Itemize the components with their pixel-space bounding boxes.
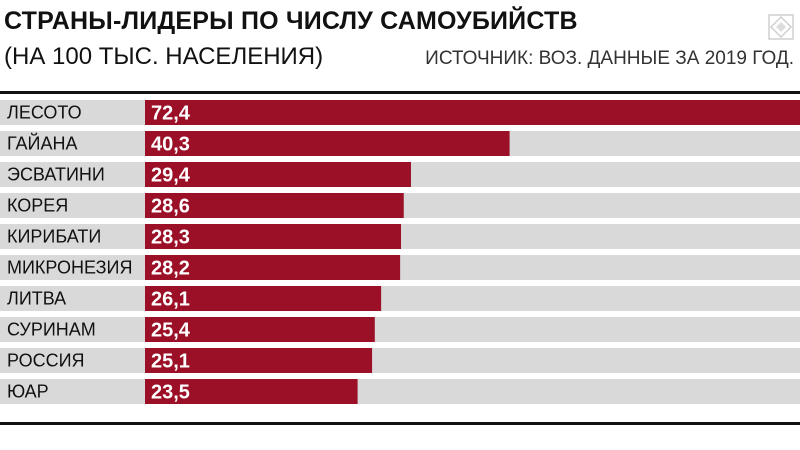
chart-subtitle: (НА 100 ТЫС. НАСЕЛЕНИЯ) bbox=[4, 43, 324, 70]
category-label: МИКРОНЕЗИЯ bbox=[7, 258, 132, 278]
bar bbox=[145, 286, 382, 311]
category-label: СУРИНАМ bbox=[7, 320, 96, 340]
value-label: 28,6 bbox=[151, 196, 190, 218]
value-label: 25,1 bbox=[151, 351, 190, 373]
category-label: РОССИЯ bbox=[7, 351, 85, 371]
value-label: 23,5 bbox=[151, 382, 190, 404]
value-label: 26,1 bbox=[151, 289, 190, 311]
bar-track bbox=[0, 317, 800, 342]
bottom-rule bbox=[0, 422, 800, 425]
value-label: 28,2 bbox=[151, 258, 190, 280]
category-label: КОРЕЯ bbox=[7, 196, 68, 216]
bar bbox=[145, 379, 358, 404]
source-note: ИСТОЧНИК: ВОЗ. ДАННЫЕ ЗА 2019 ГОД. bbox=[425, 48, 794, 69]
ornament-logo-icon bbox=[768, 14, 794, 40]
top-rule bbox=[0, 91, 800, 94]
category-label: ЛЕСОТО bbox=[7, 103, 82, 123]
value-label: 28,3 bbox=[151, 227, 190, 249]
value-label: 72,4 bbox=[151, 103, 191, 125]
bar bbox=[145, 317, 375, 342]
bar-track bbox=[0, 348, 800, 373]
bar bbox=[145, 224, 402, 249]
bar-track bbox=[0, 286, 800, 311]
bar-track bbox=[0, 379, 800, 404]
bar bbox=[145, 255, 401, 280]
category-label: ЭСВАТИНИ bbox=[7, 165, 105, 185]
bar bbox=[145, 348, 373, 373]
category-label: ЛИТВА bbox=[7, 289, 66, 309]
category-label: ЮАР bbox=[7, 382, 49, 402]
category-label: КИРИБАТИ bbox=[7, 227, 101, 247]
bar bbox=[145, 193, 404, 218]
chart-title: СТРАНЫ-ЛИДЕРЫ ПО ЧИСЛУ САМОУБИЙСТВ bbox=[4, 7, 578, 35]
value-label: 29,4 bbox=[151, 165, 191, 187]
bar bbox=[145, 100, 800, 125]
bar bbox=[145, 131, 510, 156]
value-label: 40,3 bbox=[151, 134, 190, 156]
bar bbox=[145, 162, 411, 187]
value-label: 25,4 bbox=[151, 320, 191, 342]
category-label: ГАЙАНА bbox=[7, 133, 78, 154]
